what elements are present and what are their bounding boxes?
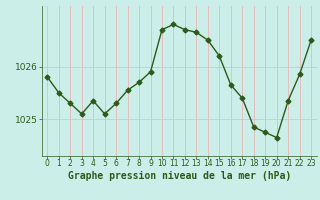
X-axis label: Graphe pression niveau de la mer (hPa): Graphe pression niveau de la mer (hPa) bbox=[68, 171, 291, 181]
